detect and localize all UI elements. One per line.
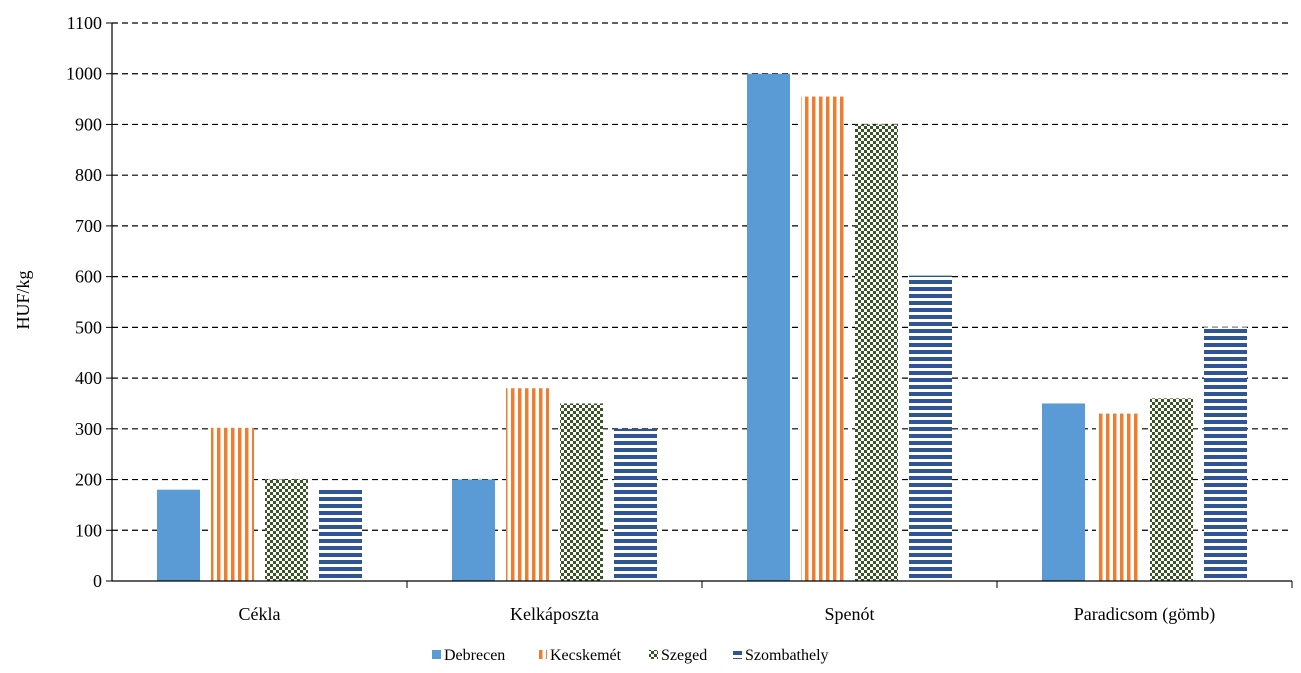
y-tick-label: 100 [75, 520, 102, 540]
y-tick-label: 200 [75, 470, 102, 490]
bar-debrecen-3 [1042, 403, 1085, 581]
bar-series [157, 73, 1247, 582]
x-category-label: Paradicsom (gömb) [1074, 604, 1215, 625]
bar-debrecen-1 [452, 479, 495, 581]
legend-label: Kecskemét [550, 647, 622, 664]
y-axis-label: HUF/kg [13, 270, 33, 329]
y-tick-label: 900 [75, 114, 102, 134]
bar-szombathely-3 [1204, 327, 1247, 581]
bar-kecskemét-2 [801, 96, 844, 582]
y-tick-label: 800 [75, 165, 102, 185]
x-category-label: Spenót [824, 604, 874, 624]
x-category-label: Cékla [239, 604, 281, 624]
grid-lines [112, 22, 1292, 531]
x-category-label: Kelkáposzta [510, 604, 599, 624]
y-tick-label: 700 [75, 216, 102, 236]
y-tick-label: 1000 [66, 64, 102, 84]
y-tick-label: 400 [75, 368, 102, 388]
legend-swatch-szeged [649, 650, 658, 659]
legend-label: Debrecen [444, 647, 505, 664]
legend-swatch-debrecen [432, 650, 441, 659]
bar-szeged-3 [1150, 398, 1193, 581]
y-tick-label: 300 [75, 419, 102, 439]
legend-label: Szeged [661, 647, 707, 664]
bar-debrecen-2 [747, 73, 790, 582]
y-tick-label: 600 [75, 267, 102, 287]
y-tick-label: 500 [75, 317, 102, 337]
y-axis-ticks: 0 100 200 300 400 500 600 700 800 900 1000 1100 [66, 13, 112, 591]
y-tick-label: 0 [93, 571, 102, 591]
bar-szombathely-0 [319, 489, 362, 581]
axes [111, 23, 1293, 588]
bar-debrecen-0 [157, 489, 200, 581]
bar-szeged-0 [265, 479, 308, 581]
legend-swatch-kecskemét [538, 650, 547, 659]
bar-kecskemét-0 [211, 427, 254, 581]
bar-kecskemét-3 [1096, 413, 1139, 581]
legend-swatch-szombathely [733, 650, 742, 659]
legend: Debrecen Kecskemét Szeged Szombathely [432, 647, 829, 664]
x-axis-categories: Cékla Kelkáposzta Spenót Paradicsom (gömb) [239, 604, 1216, 625]
bar-kecskemét-1 [506, 388, 549, 581]
bar-szombathely-1 [614, 428, 657, 581]
bar-szeged-1 [560, 403, 603, 581]
y-tick-label: 1100 [67, 13, 102, 33]
bar-szeged-2 [855, 124, 898, 582]
legend-label: Szombathely [745, 647, 829, 664]
bar-szombathely-2 [909, 275, 952, 581]
